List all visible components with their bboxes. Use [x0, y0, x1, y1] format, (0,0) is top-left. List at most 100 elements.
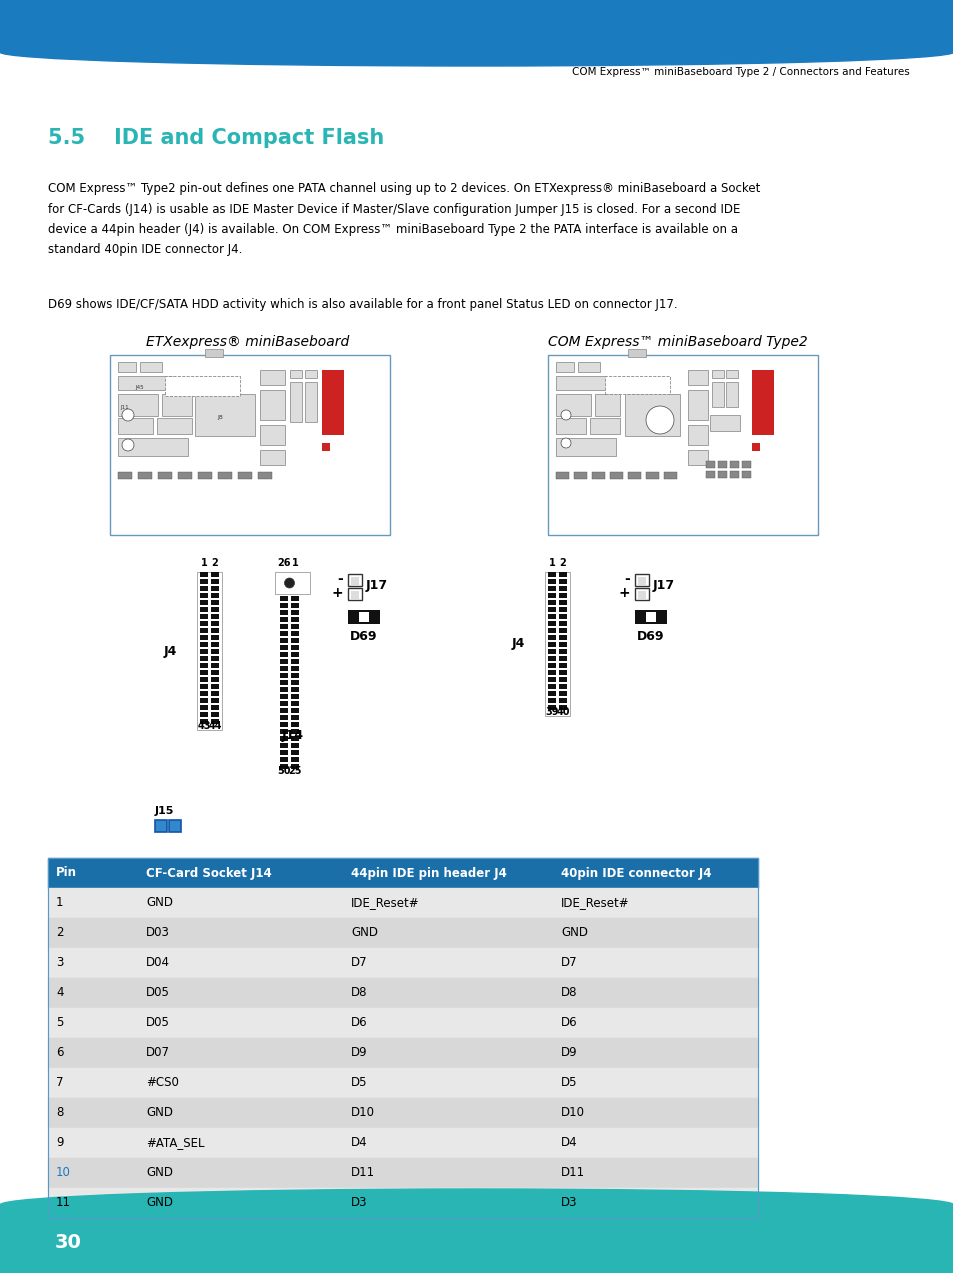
Bar: [48, 1008, 758, 1037]
Bar: [547, 670, 556, 675]
Text: +: +: [618, 586, 629, 600]
Bar: [291, 638, 298, 643]
Bar: [200, 642, 208, 647]
Bar: [0, 0, 953, 52]
Bar: [663, 472, 677, 479]
Bar: [556, 418, 585, 434]
Bar: [348, 610, 379, 624]
Text: D3: D3: [351, 1197, 367, 1209]
Bar: [118, 376, 172, 390]
Bar: [211, 656, 219, 661]
Bar: [547, 649, 556, 654]
Text: 1: 1: [292, 558, 298, 568]
Bar: [200, 621, 208, 626]
Text: 40pin IDE connector J4: 40pin IDE connector J4: [560, 867, 711, 880]
Bar: [48, 1099, 758, 1128]
Bar: [547, 593, 556, 598]
Circle shape: [560, 410, 571, 420]
Bar: [333, 370, 344, 435]
Bar: [211, 621, 219, 626]
Bar: [595, 395, 619, 416]
Ellipse shape: [0, 1189, 953, 1221]
Bar: [291, 617, 298, 622]
Bar: [48, 1188, 758, 1218]
Bar: [358, 612, 369, 622]
Bar: [547, 579, 556, 584]
Text: 6: 6: [56, 1046, 64, 1059]
Text: J17: J17: [652, 579, 675, 592]
Bar: [627, 472, 640, 479]
Text: D69: D69: [637, 630, 664, 643]
Bar: [280, 624, 288, 629]
Text: D03: D03: [146, 927, 170, 939]
Bar: [709, 415, 740, 432]
Bar: [291, 680, 298, 685]
Bar: [211, 635, 219, 640]
Text: D69 shows IDE/CF/SATA HDD activity which is also available for a front panel Sta: D69 shows IDE/CF/SATA HDD activity which…: [48, 298, 677, 311]
Text: +: +: [331, 586, 343, 600]
Text: D5: D5: [351, 1077, 367, 1090]
Bar: [729, 471, 739, 477]
Bar: [638, 591, 645, 600]
Bar: [200, 670, 208, 675]
Bar: [558, 642, 566, 647]
Bar: [200, 691, 208, 696]
Bar: [578, 362, 599, 372]
Bar: [604, 376, 669, 395]
Text: #CS0: #CS0: [146, 1077, 178, 1090]
Text: 39: 39: [545, 707, 558, 717]
Text: COM Express™ miniBaseboard Type 2 / Connectors and Features: COM Express™ miniBaseboard Type 2 / Conn…: [572, 67, 909, 76]
Bar: [260, 449, 285, 465]
Bar: [291, 757, 298, 763]
Bar: [200, 677, 208, 682]
Text: D6: D6: [351, 1017, 367, 1030]
Bar: [547, 705, 556, 710]
Bar: [200, 628, 208, 633]
Ellipse shape: [0, 38, 953, 66]
Bar: [48, 1128, 758, 1158]
Text: D8: D8: [351, 987, 367, 999]
Text: D7: D7: [560, 956, 577, 970]
Bar: [0, 1206, 953, 1273]
Bar: [118, 395, 158, 416]
Bar: [48, 858, 758, 889]
Bar: [280, 610, 288, 615]
Circle shape: [560, 438, 571, 448]
Text: IDE_Reset#: IDE_Reset#: [351, 896, 419, 909]
Bar: [635, 588, 648, 600]
Bar: [291, 687, 298, 693]
Bar: [211, 593, 219, 598]
Text: GND: GND: [146, 896, 172, 909]
Bar: [558, 579, 566, 584]
Bar: [260, 425, 285, 446]
Bar: [280, 596, 288, 601]
Text: 10: 10: [56, 1166, 71, 1180]
Text: J14: J14: [282, 729, 304, 742]
Text: D10: D10: [351, 1106, 375, 1119]
Bar: [592, 472, 604, 479]
Bar: [547, 572, 556, 577]
Text: 7: 7: [56, 1077, 64, 1090]
Bar: [211, 670, 219, 675]
Bar: [725, 382, 738, 407]
Bar: [280, 764, 288, 769]
Bar: [762, 370, 773, 435]
Text: D04: D04: [146, 956, 170, 970]
Bar: [211, 642, 219, 647]
Text: J4: J4: [163, 644, 176, 657]
Text: 3: 3: [56, 956, 63, 970]
Text: 1: 1: [548, 558, 555, 568]
Bar: [291, 673, 298, 679]
Bar: [165, 376, 240, 396]
Text: COM Express™ Type2 pin-out defines one PATA channel using up to 2 devices. On ET: COM Express™ Type2 pin-out defines one P…: [48, 182, 760, 256]
Bar: [290, 382, 302, 423]
Text: D8: D8: [560, 987, 577, 999]
Bar: [547, 684, 556, 689]
Bar: [558, 698, 566, 703]
Bar: [291, 631, 298, 636]
Bar: [205, 349, 223, 356]
Bar: [211, 649, 219, 654]
Bar: [211, 698, 219, 703]
Bar: [291, 610, 298, 615]
Bar: [280, 750, 288, 755]
